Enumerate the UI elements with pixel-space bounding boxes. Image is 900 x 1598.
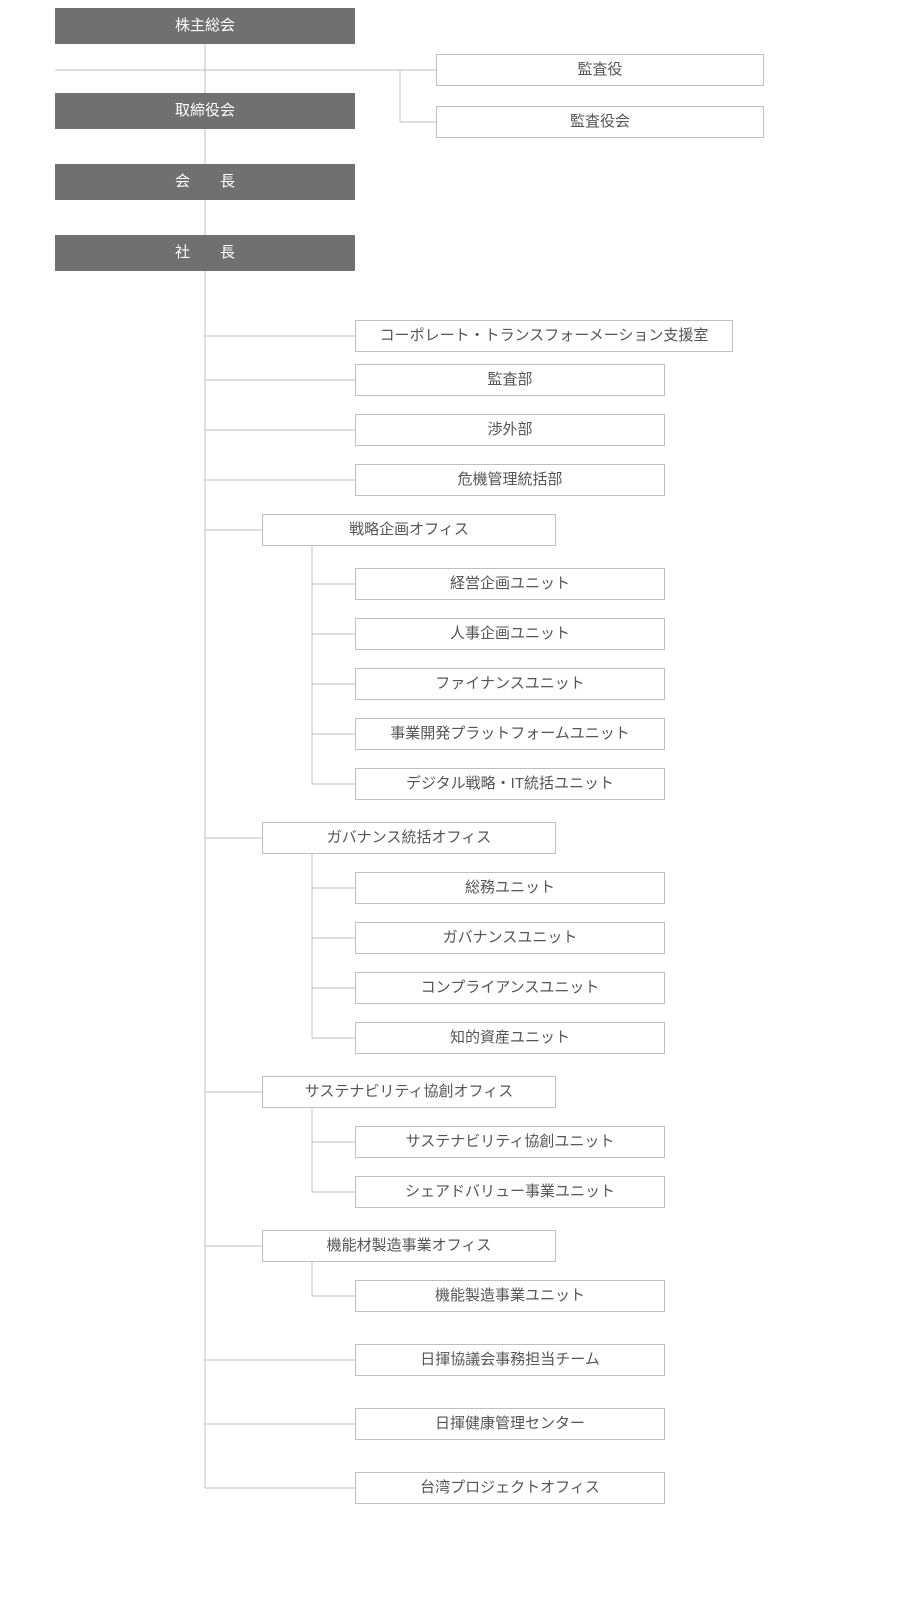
org-node-chairman: 会 長: [55, 164, 355, 200]
org-node-gu_admin: 総務ユニット: [355, 872, 665, 904]
org-node-susu_co: サステナビリティ協創ユニット: [355, 1126, 665, 1158]
org-node-audit_dept: 監査部: [355, 364, 665, 396]
org-node-auditor: 監査役: [436, 54, 764, 86]
org-node-su_plan: 経営企画ユニット: [355, 568, 665, 600]
org-node-taiwan: 台湾プロジェクトオフィス: [355, 1472, 665, 1504]
org-node-external: 渉外部: [355, 414, 665, 446]
org-node-su_digital: デジタル戦略・IT統括ユニット: [355, 768, 665, 800]
org-node-gov_office: ガバナンス統括オフィス: [262, 822, 556, 854]
org-node-su_finance: ファイナンスユニット: [355, 668, 665, 700]
org-node-health: 日揮健康管理センター: [355, 1408, 665, 1440]
org-node-president: 社 長: [55, 235, 355, 271]
org-chart-stage: 株主総会取締役会会 長社 長 監査役監査役会コーポレート・トランスフォーメーション…: [0, 0, 900, 1598]
org-node-gu_gov: ガバナンスユニット: [355, 922, 665, 954]
org-node-shareholders: 株主総会: [55, 8, 355, 44]
org-node-strategy_office: 戦略企画オフィス: [262, 514, 556, 546]
org-node-corp_transform: コーポレート・トランスフォーメーション支援室: [355, 320, 733, 352]
org-node-gu_ip: 知的資産ユニット: [355, 1022, 665, 1054]
org-node-council: 日揮協議会事務担当チーム: [355, 1344, 665, 1376]
org-node-susu_shared: シェアドバリュー事業ユニット: [355, 1176, 665, 1208]
org-node-su_hr: 人事企画ユニット: [355, 618, 665, 650]
org-node-su_bizdev: 事業開発プラットフォームユニット: [355, 718, 665, 750]
org-node-gu_comp: コンプライアンスユニット: [355, 972, 665, 1004]
org-node-risk: 危機管理統括部: [355, 464, 665, 496]
org-node-func_office: 機能材製造事業オフィス: [262, 1230, 556, 1262]
org-node-sus_office: サステナビリティ協創オフィス: [262, 1076, 556, 1108]
org-node-funcu: 機能製造事業ユニット: [355, 1280, 665, 1312]
org-node-auditor_board: 監査役会: [436, 106, 764, 138]
org-node-board: 取締役会: [55, 93, 355, 129]
